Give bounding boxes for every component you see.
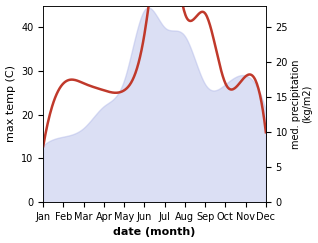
X-axis label: date (month): date (month) (113, 227, 196, 237)
Y-axis label: max temp (C): max temp (C) (5, 65, 16, 142)
Y-axis label: med. precipitation
(kg/m2): med. precipitation (kg/m2) (291, 59, 313, 149)
